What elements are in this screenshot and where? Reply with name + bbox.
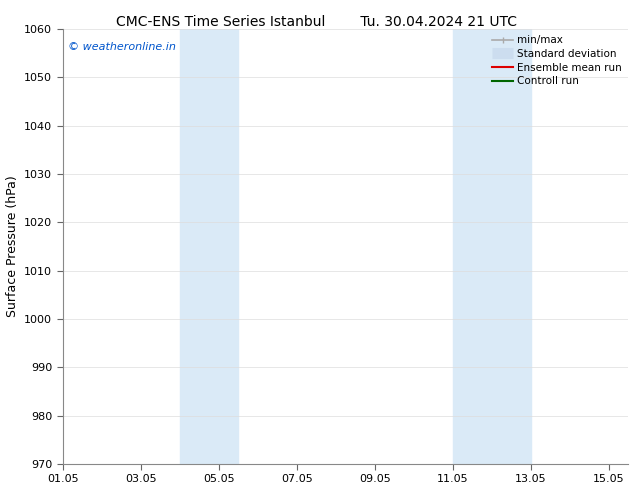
Y-axis label: Surface Pressure (hPa): Surface Pressure (hPa) [6, 176, 18, 318]
Bar [453, 29, 531, 464]
Text: © weatheronline.in: © weatheronline.in [68, 42, 176, 52]
Bar [179, 29, 238, 464]
Legend: min/max, Standard deviation, Ensemble mean run, Controll run: min/max, Standard deviation, Ensemble me… [488, 31, 626, 91]
Text: CMC-ENS Time Series Istanbul        Tu. 30.04.2024 21 UTC: CMC-ENS Time Series Istanbul Tu. 30.04.2… [117, 15, 517, 29]
